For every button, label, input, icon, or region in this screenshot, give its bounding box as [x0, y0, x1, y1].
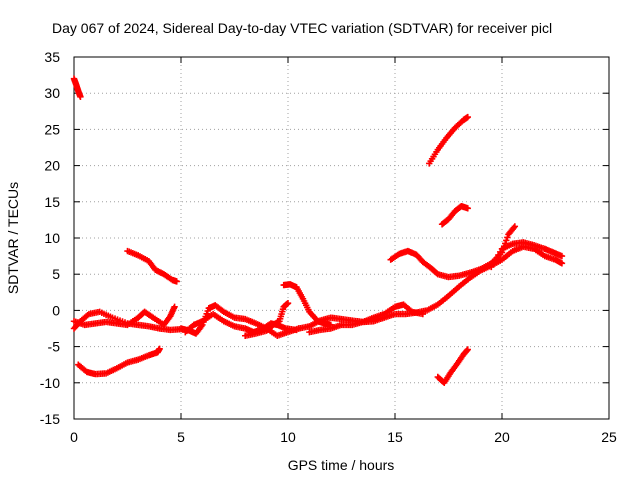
- y-tick-label: 20: [44, 158, 60, 174]
- data-point: [511, 223, 519, 230]
- y-tick-label: -10: [40, 375, 60, 391]
- series-track-n: [438, 202, 471, 228]
- y-axis-label: SDTVAR / TECUs: [5, 182, 21, 294]
- data-point: [284, 299, 292, 307]
- series-track-p: [488, 239, 566, 271]
- x-tick-label: 5: [177, 429, 185, 445]
- x-tick-label: 15: [387, 429, 403, 445]
- chart-title: Day 067 of 2024, Sidereal Day-to-day VTE…: [52, 20, 552, 36]
- series-track-d: [75, 345, 163, 378]
- data-point: [156, 345, 163, 352]
- axis-ticks: 0 5 10 15 20 25 -15 -10 -5 0 5 10 15 20 25 30 35: [40, 49, 617, 445]
- y-tick-label: 30: [44, 85, 60, 101]
- data-point: [464, 346, 471, 353]
- data-point: [558, 252, 566, 260]
- data-point: [558, 260, 566, 267]
- y-tick-label: 10: [44, 230, 60, 246]
- y-tick-label: 35: [44, 49, 60, 65]
- series-track-k: [306, 301, 427, 336]
- data-point: [173, 278, 180, 285]
- x-tick-label: 25: [601, 429, 617, 445]
- series-track-o: [434, 346, 471, 386]
- y-tick-label: -5: [48, 339, 61, 355]
- data-point: [171, 303, 178, 310]
- y-tick-label: 15: [44, 194, 60, 210]
- data-point: [464, 113, 471, 121]
- series-track-c: [70, 303, 178, 329]
- series-track-m: [426, 113, 471, 167]
- x-tick-label: 20: [494, 429, 510, 445]
- series-track-e: [124, 247, 180, 285]
- data-point: [419, 310, 427, 318]
- data-point: [464, 205, 471, 212]
- series-track-a: [70, 75, 84, 101]
- data-point: [77, 93, 84, 101]
- series-track-j: [295, 243, 566, 332]
- x-tick-label: 0: [70, 429, 78, 445]
- grid-lines: [74, 57, 609, 419]
- x-axis-label: GPS time / hours: [288, 457, 395, 473]
- y-tick-label: -15: [40, 411, 60, 427]
- data-point: [503, 237, 510, 244]
- y-tick-label: 25: [44, 121, 60, 137]
- data-point: [510, 224, 517, 231]
- y-tick-label: 0: [52, 302, 60, 318]
- data-point: [504, 234, 511, 241]
- series-track-h: [242, 299, 292, 339]
- data-points: [70, 75, 566, 386]
- y-tick-label: 5: [52, 266, 60, 282]
- x-tick-label: 10: [280, 429, 296, 445]
